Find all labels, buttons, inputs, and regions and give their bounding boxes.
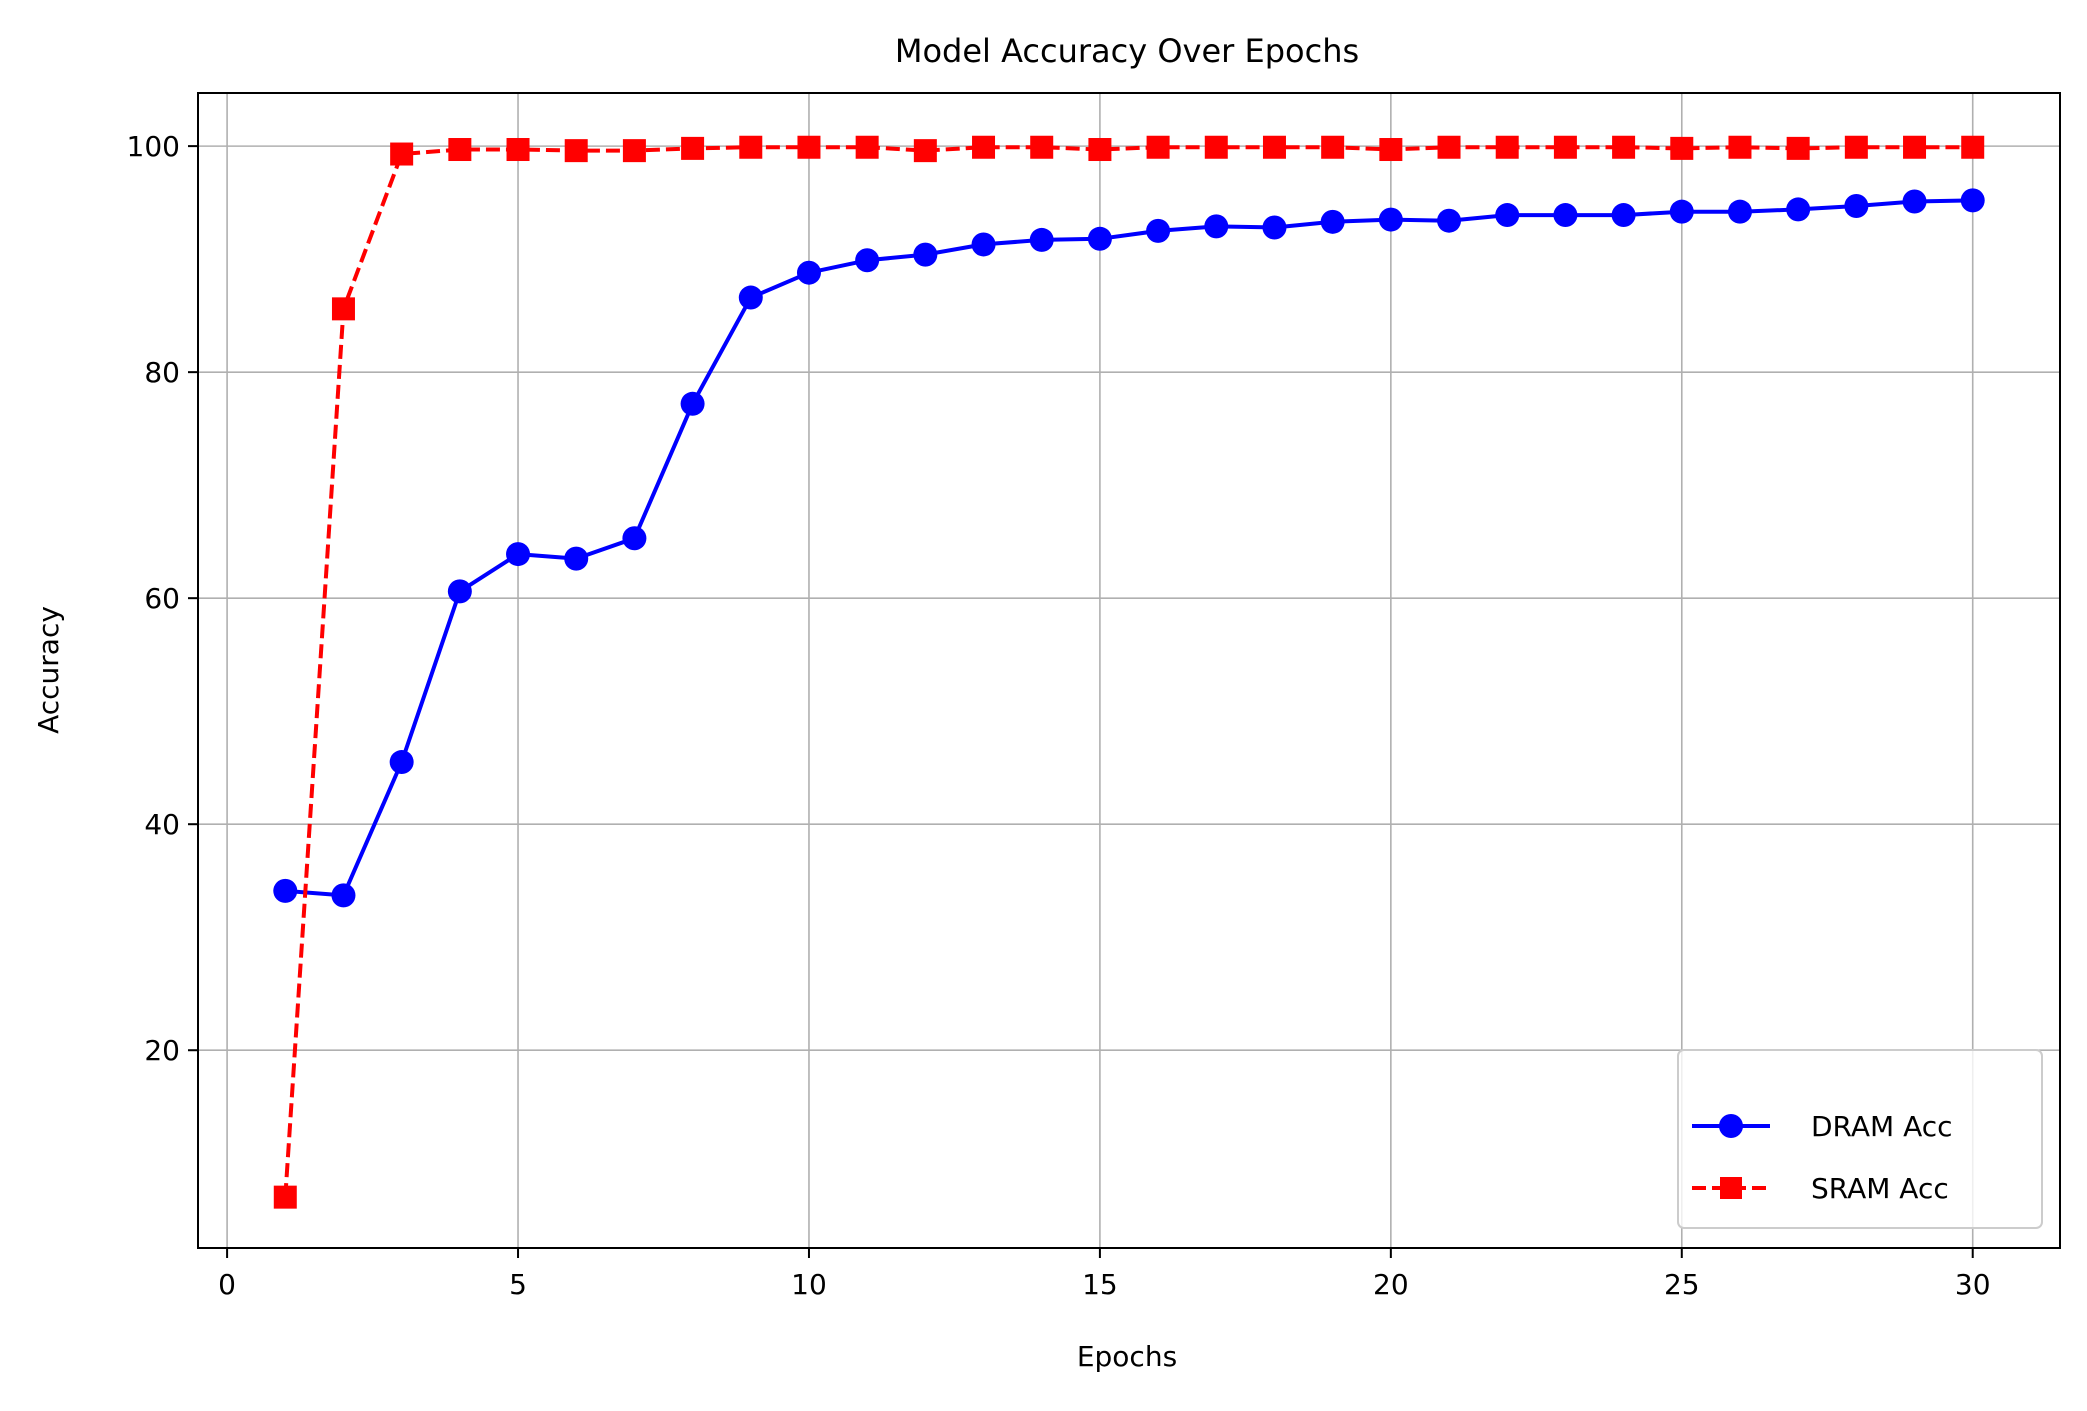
y-axis-ticks: 20 40 60 80 100 — [127, 130, 198, 1067]
data-point-dram-acc — [1844, 194, 1869, 219]
legend-frame — [1677, 1049, 2043, 1229]
data-point-sram-acc — [506, 138, 530, 162]
x-tick-label: 25 — [1664, 1268, 1700, 1301]
data-point-dram-acc — [855, 248, 880, 273]
data-point-sram-acc — [1204, 135, 1228, 159]
data-point-sram-acc — [564, 139, 588, 163]
x-axis-ticks: 0 5 10 15 20 25 30 — [218, 1248, 1991, 1301]
x-tick-label: 30 — [1955, 1268, 1991, 1301]
x-tick-label: 15 — [1082, 1268, 1118, 1301]
data-point-dram-acc — [1320, 209, 1345, 234]
data-point-dram-acc — [564, 546, 589, 571]
data-point-dram-acc — [1378, 207, 1403, 232]
data-point-dram-acc — [1553, 203, 1578, 228]
data-point-sram-acc — [855, 135, 879, 159]
data-point-dram-acc — [331, 883, 356, 908]
legend-sram-label: SRAM Acc — [1811, 1172, 1949, 1205]
data-point-sram-acc — [1612, 135, 1636, 159]
data-point-sram-acc — [913, 139, 937, 163]
x-tick-label: 10 — [791, 1268, 827, 1301]
data-point-dram-acc — [971, 232, 996, 257]
data-point-dram-acc — [1960, 188, 1985, 213]
y-tick-label: 60 — [144, 582, 180, 615]
data-point-sram-acc — [1379, 138, 1403, 162]
data-point-sram-acc — [1262, 135, 1286, 159]
x-axis-label: Epochs — [1077, 1340, 1177, 1373]
data-point-sram-acc — [448, 138, 472, 162]
data-point-sram-acc — [1146, 135, 1170, 159]
data-point-dram-acc — [1902, 189, 1927, 214]
data-point-dram-acc — [913, 242, 938, 267]
data-point-sram-acc — [1786, 136, 1810, 160]
y-axis-label: Accuracy — [32, 606, 65, 734]
data-point-dram-acc — [1786, 197, 1811, 222]
legend-entry-sram: SRAM Acc — [1692, 1172, 1949, 1205]
data-point-sram-acc — [622, 139, 646, 163]
data-point-dram-acc — [796, 260, 821, 285]
data-point-sram-acc — [331, 297, 355, 321]
data-point-dram-acc — [1262, 215, 1287, 240]
data-point-sram-acc — [1437, 135, 1461, 159]
legend-sram-marker — [1720, 1177, 1742, 1199]
data-point-sram-acc — [1903, 135, 1927, 159]
data-point-sram-acc — [1321, 135, 1345, 159]
data-point-dram-acc — [1029, 227, 1054, 252]
plot-area-frame — [197, 92, 2061, 1249]
data-point-sram-acc — [1670, 136, 1694, 160]
data-point-dram-acc — [680, 391, 705, 416]
x-tick-label: 0 — [218, 1268, 236, 1301]
data-point-dram-acc — [622, 526, 647, 551]
grid-lines — [198, 93, 2060, 1248]
y-tick-label: 20 — [144, 1034, 180, 1067]
data-point-sram-acc — [739, 135, 763, 159]
data-point-sram-acc — [273, 1185, 297, 1209]
legend: DRAM Acc SRAM Acc — [1677, 1049, 2043, 1229]
data-point-sram-acc — [390, 142, 414, 166]
legend-entry-dram: DRAM Acc — [1692, 1110, 1953, 1143]
data-point-sram-acc — [972, 135, 996, 159]
data-point-dram-acc — [738, 285, 763, 310]
data-point-sram-acc — [797, 135, 821, 159]
series-layer — [273, 135, 1985, 1209]
legend-dram-marker — [1719, 1114, 1743, 1138]
data-point-sram-acc — [1088, 138, 1112, 162]
data-point-sram-acc — [1030, 135, 1054, 159]
y-tick-label: 40 — [144, 808, 180, 841]
data-point-dram-acc — [447, 579, 472, 604]
data-point-sram-acc — [1495, 135, 1519, 159]
data-point-sram-acc — [1728, 135, 1752, 159]
series-sram-acc — [273, 135, 1985, 1209]
y-tick-label: 100 — [127, 130, 180, 163]
data-point-dram-acc — [506, 542, 531, 567]
data-point-dram-acc — [1495, 203, 1520, 228]
data-point-sram-acc — [1961, 135, 1985, 159]
y-tick-label: 80 — [144, 356, 180, 389]
data-point-dram-acc — [389, 750, 414, 775]
x-tick-label: 5 — [509, 1268, 527, 1301]
data-point-dram-acc — [1611, 203, 1636, 228]
data-point-dram-acc — [1204, 214, 1229, 239]
data-point-sram-acc — [1844, 135, 1868, 159]
series-dram-acc — [273, 188, 1985, 908]
data-point-sram-acc — [1553, 135, 1577, 159]
data-point-sram-acc — [681, 136, 705, 160]
data-point-dram-acc — [1669, 199, 1694, 224]
data-point-dram-acc — [1146, 218, 1171, 243]
data-point-dram-acc — [1727, 199, 1752, 224]
chart-title: Model Accuracy Over Epochs — [895, 32, 1359, 70]
data-point-dram-acc — [273, 878, 298, 903]
legend-dram-label: DRAM Acc — [1811, 1110, 1953, 1143]
x-tick-label: 20 — [1373, 1268, 1409, 1301]
data-point-dram-acc — [1437, 208, 1462, 233]
data-point-dram-acc — [1087, 226, 1112, 251]
